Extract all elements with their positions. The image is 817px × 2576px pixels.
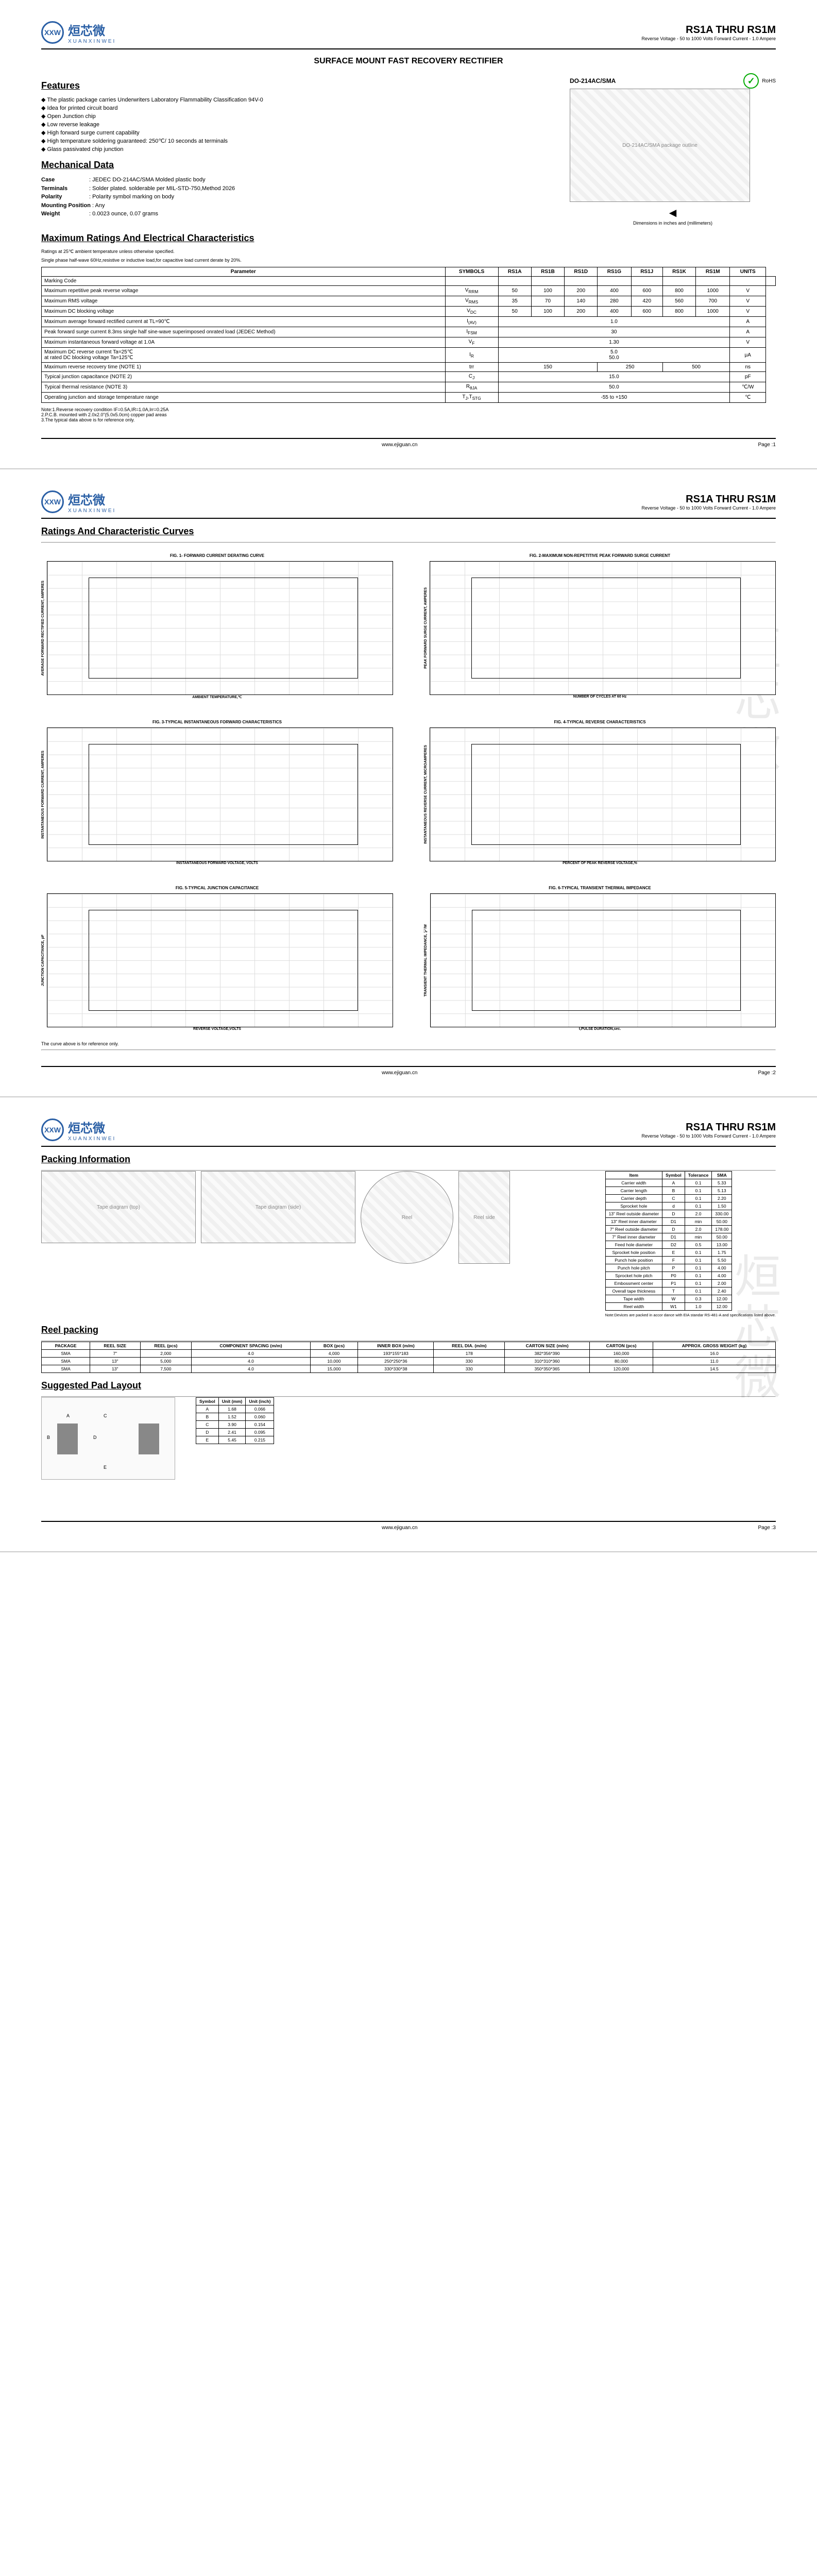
- curves-note: The curve above is for reference only.: [41, 1041, 776, 1046]
- dimension-note: Dimensions in inches and (millimeters): [570, 221, 776, 226]
- tape-diagram-top: Tape diagram (top): [41, 1171, 196, 1243]
- features-heading: Features: [41, 80, 570, 91]
- pad-heading: Suggested Pad Layout: [41, 1380, 776, 1391]
- pad-layout-diagram: A B C E D: [41, 1397, 175, 1480]
- feature-item: The plastic package carries Underwriters…: [41, 96, 570, 103]
- logo-en: XUANXINWEI: [68, 1136, 116, 1142]
- feature-item: Open Junction chip: [41, 113, 570, 120]
- mech-polarity: Polarity symbol marking on body: [92, 194, 174, 200]
- chart: FIG. 1- FORWARD CURRENT DERATING CURVEAV…: [41, 553, 393, 699]
- logo-en: XUANXINWEI: [68, 508, 116, 514]
- mechanical-data: Case : JEDEC DO-214AC/SMA Molded plastic…: [41, 176, 570, 218]
- page-1: XXW 烜芯微 XUANXINWEI RS1A THRU RS1M Revers…: [0, 0, 817, 469]
- logo: XXW 烜芯微 XUANXINWEI: [41, 1118, 116, 1142]
- logo-cn: 烜芯微: [68, 490, 116, 508]
- pad-table: SymbolUnit (mm)Unit (inch)A1.680.066B1.5…: [196, 1397, 274, 1444]
- polarity-arrow-icon: ◄: [570, 206, 776, 221]
- ratings-condition2: Single phase half-wave 60Hz,resistive or…: [41, 258, 776, 263]
- page-header: XXW 烜芯微 XUANXINWEI RS1A THRU RS1M Revers…: [41, 21, 776, 49]
- feature-item: Glass passivated chip junction: [41, 146, 570, 152]
- chart: FIG. 2-MAXIMUM NON-REPETITIVE PEAK FORWA…: [424, 553, 776, 699]
- rohs-icon: ✓: [743, 73, 759, 89]
- ratings-condition: Ratings at 25℃ ambient temperature unles…: [41, 249, 776, 255]
- packing-dim-table: ItemSymbolToleranceSMACarrier widthA0.15…: [605, 1171, 733, 1311]
- logo: XXW 烜芯微 XUANXINWEI: [41, 490, 116, 514]
- feature-item: Low reverse leakage: [41, 121, 570, 128]
- doc-subtitle: Reverse Voltage - 50 to 1000 Volts Forwa…: [641, 505, 776, 511]
- divider: [41, 542, 776, 543]
- logo-cn: 烜芯微: [68, 1118, 116, 1136]
- logo-en: XUANXINWEI: [68, 39, 116, 44]
- ratings-heading: Maximum Ratings And Electrical Character…: [41, 233, 776, 244]
- feature-item: High forward surge current capability: [41, 129, 570, 136]
- package-diagram: DO-214AC/SMA package outline: [570, 89, 750, 202]
- ratings-table: ParameterSYMBOLSRS1ARS1BRS1DRS1GRS1JRS1K…: [41, 267, 776, 403]
- packing-note: Note:Devices are packed in accor dance w…: [605, 1313, 776, 1317]
- logo-icon: XXW: [41, 490, 64, 513]
- logo-icon: XXW: [41, 1118, 64, 1141]
- chart: FIG. 3-TYPICAL INSTANTANEOUS FORWARD CHA…: [41, 720, 393, 865]
- mech-case: JEDEC DO-214AC/SMA Molded plastic body: [92, 177, 205, 183]
- divider: [41, 1049, 776, 1050]
- footer-url: www.ejiguan.cn: [382, 1525, 417, 1531]
- rohs-badge: ✓ RoHS: [743, 73, 776, 89]
- page-header: XXW 烜芯微 XUANXINWEI RS1A THRU RS1M Revers…: [41, 1118, 776, 1147]
- doc-title: RS1A THRU RS1M: [641, 24, 776, 36]
- doc-subtitle: Reverse Voltage - 50 to 1000 Volts Forwa…: [641, 1133, 776, 1139]
- chart: FIG. 4-TYPICAL REVERSE CHARACTERISTICSIN…: [424, 720, 776, 865]
- chart: FIG. 6-TYPICAL TRANSIENT THERMAL IMPEDAN…: [424, 886, 776, 1031]
- doc-subtitle: Reverse Voltage - 50 to 1000 Volts Forwa…: [641, 36, 776, 41]
- feature-item: Idea for printed circuit board: [41, 105, 570, 111]
- doc-title: RS1A THRU RS1M: [641, 494, 776, 505]
- reel-side-diagram: Reel side: [458, 1171, 510, 1264]
- page-2: 烜芯微 XXW 烜芯微 XUANXINWEI RS1A THRU RS1M Re…: [0, 469, 817, 1097]
- package-label: DO-214AC/SMA: [570, 77, 616, 84]
- mechanical-heading: Mechanical Data: [41, 160, 570, 171]
- charts-grid: FIG. 1- FORWARD CURRENT DERATING CURVEAV…: [41, 553, 776, 1031]
- page-3: 烜芯微 XXW 烜芯微 XUANXINWEI RS1A THRU RS1M Re…: [0, 1097, 817, 1552]
- doc-title: RS1A THRU RS1M: [641, 1122, 776, 1133]
- tape-diagram-side: Tape diagram (side): [201, 1171, 355, 1243]
- logo-cn: 烜芯微: [68, 21, 116, 39]
- footer-url: www.ejiguan.cn: [382, 442, 417, 448]
- packing-heading: Packing Information: [41, 1154, 776, 1165]
- features-list: The plastic package carries Underwriters…: [41, 96, 570, 152]
- page-number: Page :1: [758, 442, 776, 448]
- mech-weight: 0.0023 ounce, 0.07 grams: [92, 211, 158, 217]
- reel-diagram: Reel: [361, 1171, 453, 1264]
- reel-table: PACKAGEREEL SIZEREEL (pcs)COMPONENT SPAC…: [41, 1342, 776, 1373]
- mech-terminals: Solder plated. solderable per MIL-STD-75…: [92, 185, 235, 192]
- main-title: SURFACE MOUNT FAST RECOVERY RECTIFIER: [41, 57, 776, 66]
- feature-item: High temperature soldering guaranteed: 2…: [41, 138, 570, 144]
- logo-icon: XXW: [41, 21, 64, 44]
- page-number: Page :3: [758, 1525, 776, 1531]
- ratings-notes: Note:1.Reverse recovery condition IF=0.5…: [41, 407, 776, 422]
- rohs-text: RoHS: [762, 78, 776, 84]
- reel-heading: Reel packing: [41, 1325, 776, 1335]
- page-number: Page :2: [758, 1070, 776, 1076]
- footer-url: www.ejiguan.cn: [382, 1070, 417, 1076]
- logo: XXW 烜芯微 XUANXINWEI: [41, 21, 116, 44]
- page-header: XXW 烜芯微 XUANXINWEI RS1A THRU RS1M Revers…: [41, 490, 776, 519]
- mech-mounting: Any: [95, 202, 105, 209]
- curves-heading: Ratings And Characteristic Curves: [41, 526, 776, 537]
- chart: FIG. 5-TYPICAL JUNCTION CAPACITANCEJUNCT…: [41, 886, 393, 1031]
